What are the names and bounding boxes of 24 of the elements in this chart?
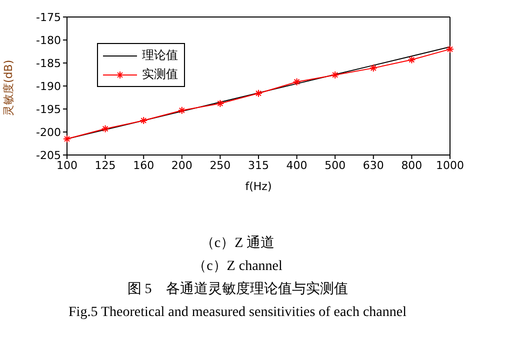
text: （c）Z channel [192,258,284,276]
x-tick-label: 125 [94,158,116,172]
y-tick-label: -185 [36,56,61,70]
y-tick-label: -200 [36,126,61,139]
caption: Fig.5 Theoretical and measured sensitivities of each channel [68,304,408,322]
y-tick-label: -175 [36,10,61,24]
x-tick-label: 250 [210,158,231,172]
x-tick-label: 800 [401,158,422,172]
legend-label: 实测值 [142,66,178,83]
y-tick-label: -180 [36,34,61,47]
x-tick-label: 160 [133,158,154,172]
caption: 图 5 各通道灵敏度理论值与实测值 [126,280,349,299]
y-axis-title: 灵敏度(dB) [2,60,15,116]
x-tick-label: 630 [362,158,384,172]
legend-label: 理论值 [142,47,178,64]
y-tick-label: -190 [36,80,61,93]
y-tick-label: -195 [36,102,61,116]
x-axis-title: f(Hz) [245,180,272,193]
x-tick-label: 200 [171,158,192,172]
x-tick-label: 500 [324,158,346,172]
text: （c）Z 通道 [199,234,276,253]
x-tick-label: 315 [248,158,269,172]
x-tick-label: 1000 [436,158,464,172]
x-tick-label: 400 [286,158,308,172]
